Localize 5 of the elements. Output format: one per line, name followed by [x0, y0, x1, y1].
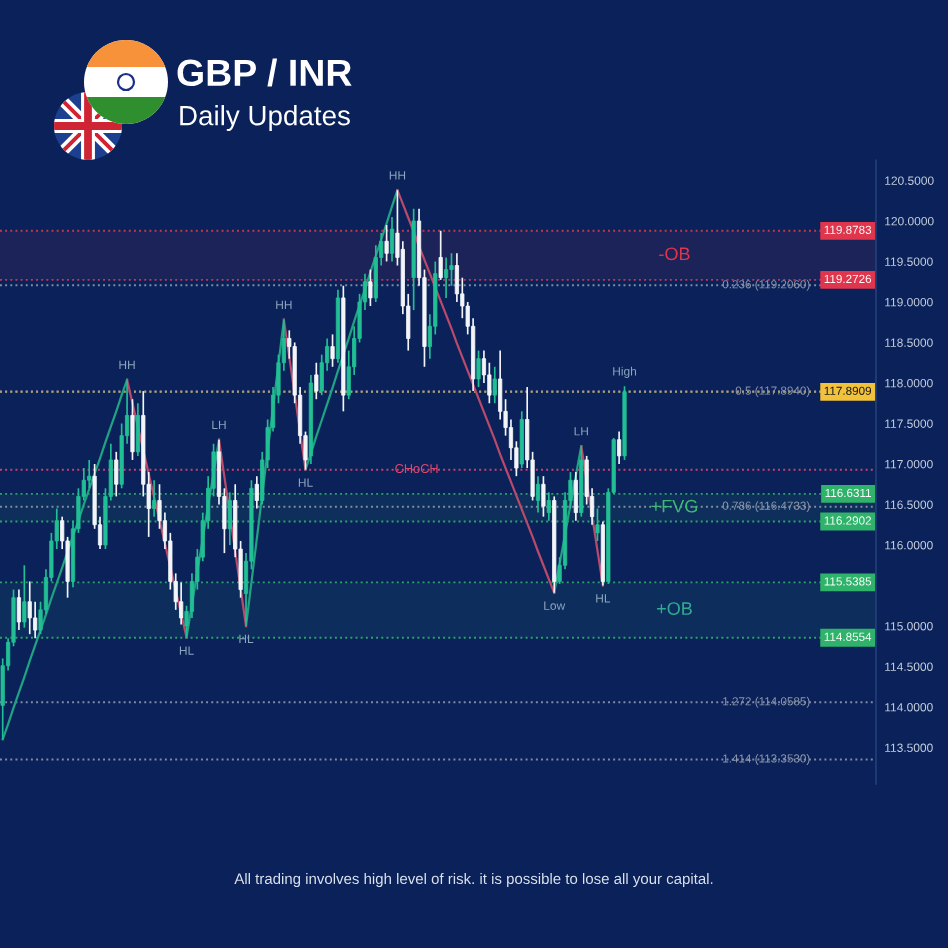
band-label: -OB	[659, 247, 690, 261]
band-label: +FVG	[651, 499, 697, 513]
chart-title: GBP / INR	[177, 58, 352, 87]
band-label: +OB	[657, 602, 692, 615]
chart-subtitle: Daily Updates	[180, 105, 350, 131]
